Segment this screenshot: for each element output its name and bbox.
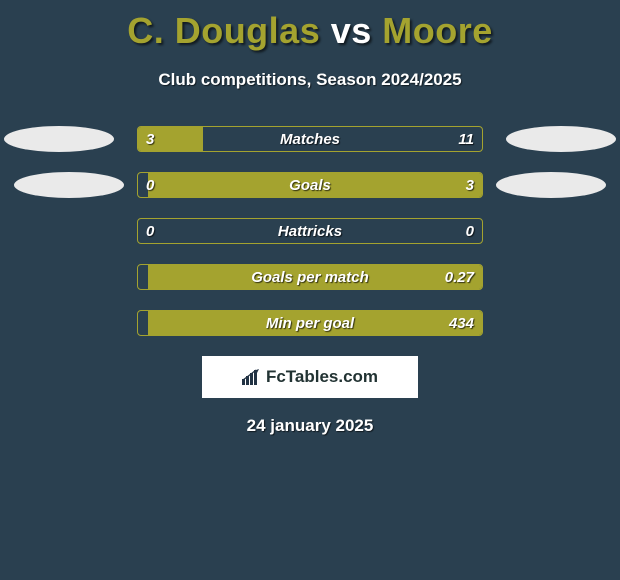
player2-avatar xyxy=(496,172,606,198)
stat-label: Matches xyxy=(138,127,482,152)
stat-row: 434Min per goal xyxy=(137,310,483,336)
subtitle: Club competitions, Season 2024/2025 xyxy=(0,70,620,90)
fctables-logo[interactable]: FcTables.com xyxy=(202,356,418,398)
player1-avatar xyxy=(14,172,124,198)
stat-label: Min per goal xyxy=(138,311,482,336)
stat-label: Goals xyxy=(138,173,482,198)
stat-bar-track: 434Min per goal xyxy=(137,310,483,336)
title-vs: vs xyxy=(331,10,372,51)
comparison-title: C. Douglas vs Moore xyxy=(0,0,620,52)
stat-label: Goals per match xyxy=(138,265,482,290)
bar-chart-icon xyxy=(242,369,262,385)
stat-row: 00Hattricks xyxy=(137,218,483,244)
stat-row: 03Goals xyxy=(0,172,620,198)
stats-container: 311Matches 03Goals 00Hattricks 0.27Goals pe… xyxy=(0,126,620,336)
stat-label: Hattricks xyxy=(138,219,482,244)
player2-avatar xyxy=(506,126,616,152)
snapshot-date: 24 january 2025 xyxy=(0,416,620,436)
player1-name: C. Douglas xyxy=(127,10,320,51)
stat-bar-track: 0.27Goals per match xyxy=(137,264,483,290)
logo-text: FcTables.com xyxy=(266,367,378,387)
stat-bar-track: 311Matches xyxy=(137,126,483,152)
stat-bar-track: 03Goals xyxy=(137,172,483,198)
player1-avatar xyxy=(4,126,114,152)
stat-bar-track: 00Hattricks xyxy=(137,218,483,244)
stat-row: 311Matches xyxy=(0,126,620,152)
stat-row: 0.27Goals per match xyxy=(137,264,483,290)
player2-name: Moore xyxy=(382,10,493,51)
